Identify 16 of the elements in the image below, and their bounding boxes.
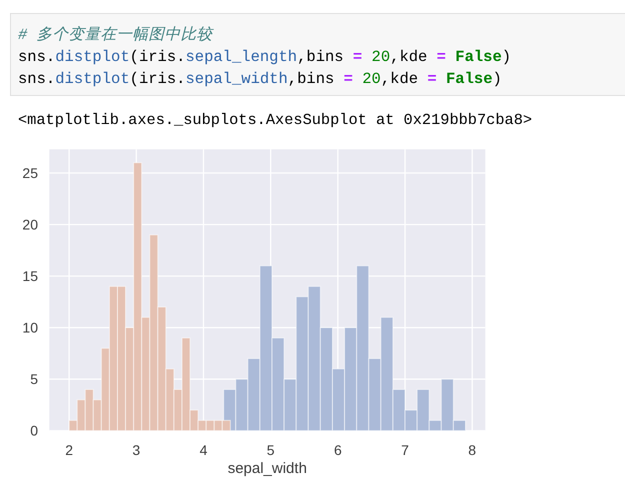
y-tick-label: 0 <box>30 422 38 439</box>
x-axis-title: sepal_width <box>228 460 307 477</box>
y-tick-label: 25 <box>22 165 38 182</box>
x-tick-label: 4 <box>200 442 208 458</box>
y-tick-label: 5 <box>30 371 38 388</box>
x-tick-label: 8 <box>468 442 476 458</box>
x-tick-label: 2 <box>65 442 74 458</box>
y-tick-label: 20 <box>22 216 38 233</box>
y-tick-label: 10 <box>22 320 38 336</box>
code-cell: # 多个变量在一幅图中比较 sns.distplot(iris.sepal_length,bins = 20,kde = False) sns.distplot(iris.sepal_width,bins = 20,kde = False) <box>10 13 625 96</box>
x-tick-label: 3 <box>132 442 140 458</box>
x-tick-label: 5 <box>266 442 275 458</box>
text: <matplotlib.axes._subplots.AxesSubplot at 0x219bbb7cba8> <box>18 111 532 129</box>
x-tick-label: 6 <box>334 442 342 458</box>
y-tick-label: 15 <box>22 268 38 284</box>
x-tick-label: 7 <box>401 442 410 458</box>
